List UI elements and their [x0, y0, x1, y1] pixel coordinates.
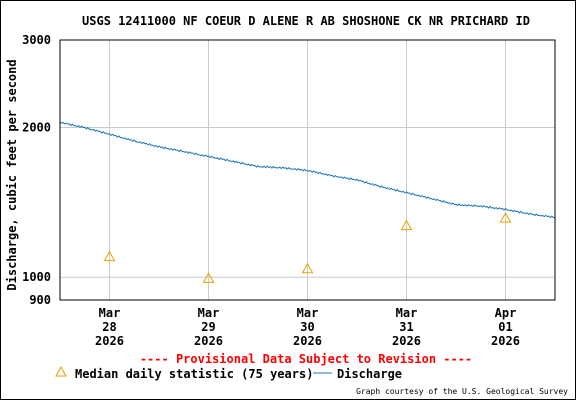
x-tick-label-day: 31: [399, 320, 413, 334]
x-tick-label-month: Apr: [495, 306, 517, 320]
usgs-credit: Graph courtesy of the U.S. Geological Su…: [356, 387, 568, 396]
x-tick-label-year: 2026: [194, 334, 223, 348]
y-tick-label: 3000: [22, 33, 51, 47]
median-point: [499, 212, 512, 223]
chart-title: USGS 12411000 NF COEUR D ALENE R AB SHOS…: [82, 14, 530, 28]
discharge-line: [59, 121, 556, 219]
x-tick-label-day: 28: [102, 320, 116, 334]
x-axis-ticks: Mar282026Mar292026Mar302026Mar312026Apr0…: [95, 306, 520, 348]
discharge-legend-label: Discharge: [337, 367, 402, 381]
provisional-notice: ---- Provisional Data Subject to Revisio…: [140, 352, 472, 366]
median-point: [103, 250, 116, 262]
x-tick-label-day: 30: [300, 320, 314, 334]
x-tick-label-year: 2026: [293, 334, 322, 348]
x-tick-label-year: 2026: [392, 334, 421, 348]
x-tick-label-day: 29: [201, 320, 215, 334]
legend: Median daily statistic (75 years) Discha…: [55, 365, 402, 381]
median-point: [400, 219, 413, 231]
median-series: [103, 212, 512, 283]
y-tick-label: 2000: [22, 121, 51, 135]
median-legend-triangle-icon: [55, 365, 67, 377]
median-point: [301, 262, 314, 274]
y-axis-label: Discharge, cubic feet per second: [5, 59, 19, 290]
x-tick-label-month: Mar: [198, 306, 220, 320]
plot-area-border: [59, 39, 556, 301]
x-tick-label-month: Mar: [297, 306, 319, 320]
x-tick-label-year: 2026: [491, 334, 520, 348]
x-tick-label-month: Mar: [99, 306, 121, 320]
discharge-series: [59, 121, 556, 219]
x-tick-label-day: 01: [498, 320, 512, 334]
median-legend-label: Median daily statistic (75 years): [75, 367, 313, 381]
y-axis-ticks: 900 1000 2000 3000: [22, 33, 51, 307]
x-tick-label-year: 2026: [95, 334, 124, 348]
median-point: [202, 272, 215, 283]
y-tick-label: 900: [29, 293, 51, 307]
x-tick-label-month: Mar: [396, 306, 418, 320]
y-tick-label: 1000: [22, 270, 51, 284]
